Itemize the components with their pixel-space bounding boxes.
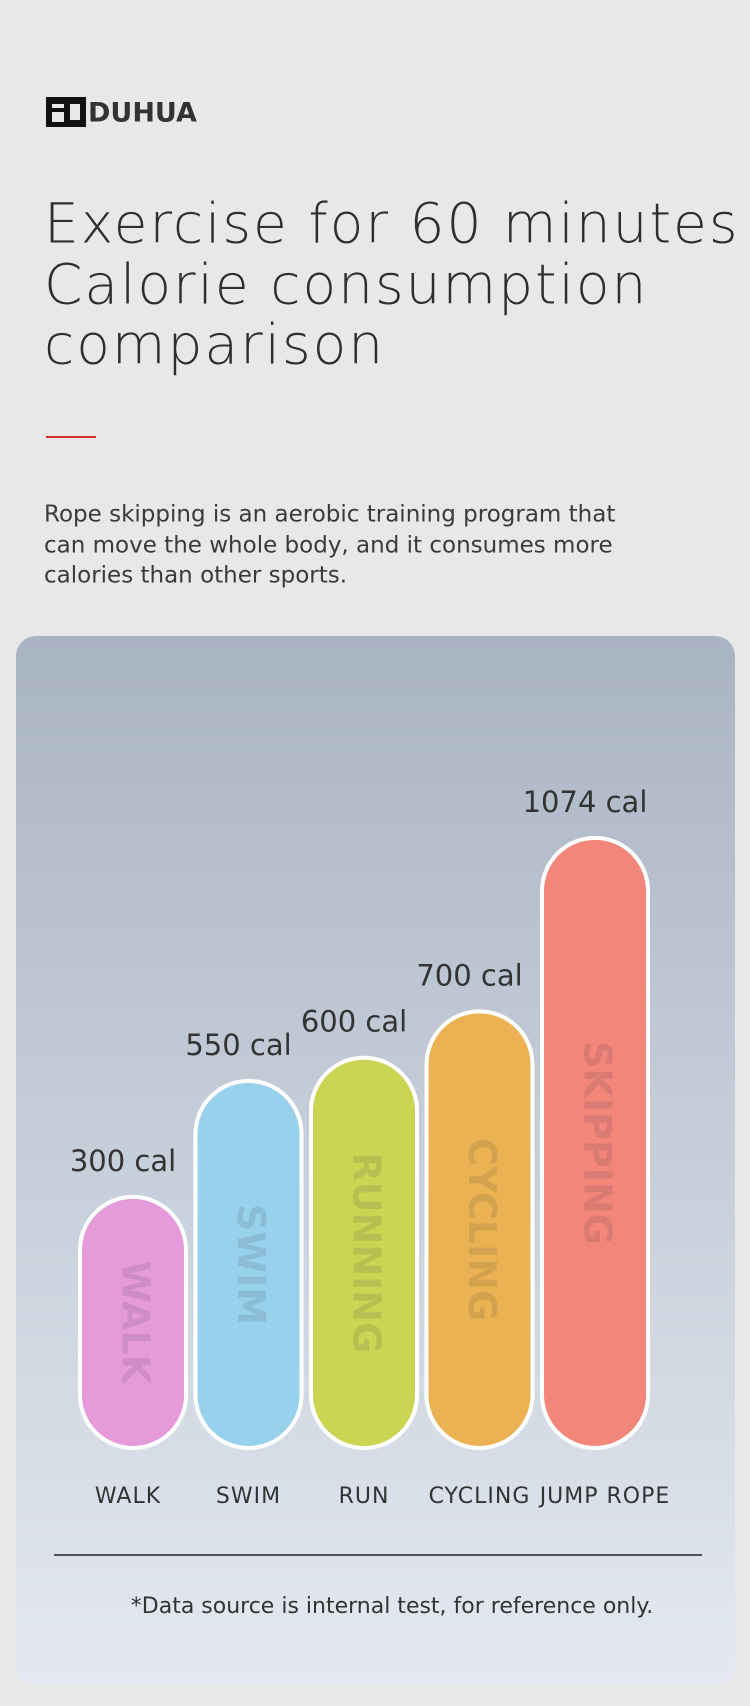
bar (78, 1194, 188, 1450)
bar-label: CYCLING (460, 1138, 504, 1321)
bar (540, 835, 650, 1450)
bar-label: WALK (114, 1261, 158, 1386)
bar-label: SWIM (229, 1204, 273, 1325)
accent-line (46, 436, 96, 438)
bar (193, 1078, 304, 1451)
bar (424, 1009, 535, 1451)
description: can move the whole body, and it consumes… (44, 533, 613, 559)
category-label: JUMP ROPE (538, 1484, 671, 1509)
category-label: SWIM (216, 1484, 281, 1509)
brand: DUHUA (88, 98, 197, 129)
description: Rope skipping is an aerobic training pro… (44, 502, 615, 528)
bar (309, 1055, 419, 1450)
value-label: 600 cal (301, 1005, 407, 1039)
headline: Exercise for 60 minutes (44, 191, 740, 255)
headline: comparison (44, 312, 385, 376)
value-label: 550 cal (185, 1028, 291, 1062)
brand-icon-glyph (52, 104, 80, 122)
bar-label: RUNNING (345, 1152, 389, 1353)
value-label: 300 cal (70, 1144, 176, 1178)
value-label: 700 cal (416, 958, 522, 992)
category-label: RUN (339, 1484, 390, 1509)
bar-label: SKIPPING (576, 1041, 620, 1245)
description: calories than other sports. (44, 563, 347, 589)
category-label: CYCLING (429, 1484, 531, 1509)
category-label: WALK (95, 1484, 161, 1509)
headline: Calorie consumption (44, 252, 648, 316)
footnote: *Data source is internal test, for refer… (131, 1594, 653, 1619)
value-label: 1074 cal (523, 785, 648, 819)
